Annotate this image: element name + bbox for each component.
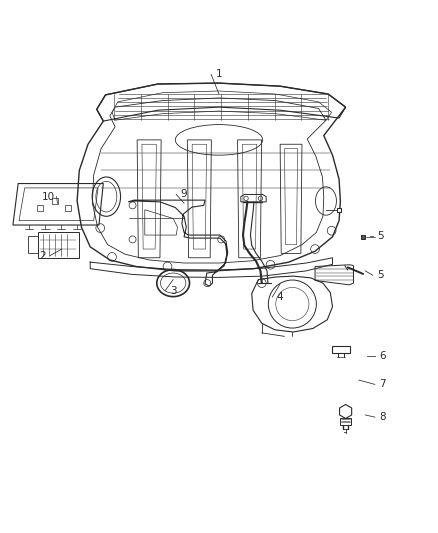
Text: 8: 8	[379, 412, 386, 422]
Text: 10: 10	[42, 192, 55, 201]
Text: 2: 2	[39, 251, 46, 261]
Text: 1: 1	[215, 69, 223, 79]
Text: 5: 5	[377, 270, 384, 280]
Text: 6: 6	[379, 351, 386, 361]
Text: 5: 5	[377, 231, 384, 241]
Text: 9: 9	[181, 189, 187, 199]
Text: 7: 7	[379, 379, 386, 390]
Text: 4: 4	[277, 292, 283, 302]
Text: 3: 3	[170, 286, 177, 295]
